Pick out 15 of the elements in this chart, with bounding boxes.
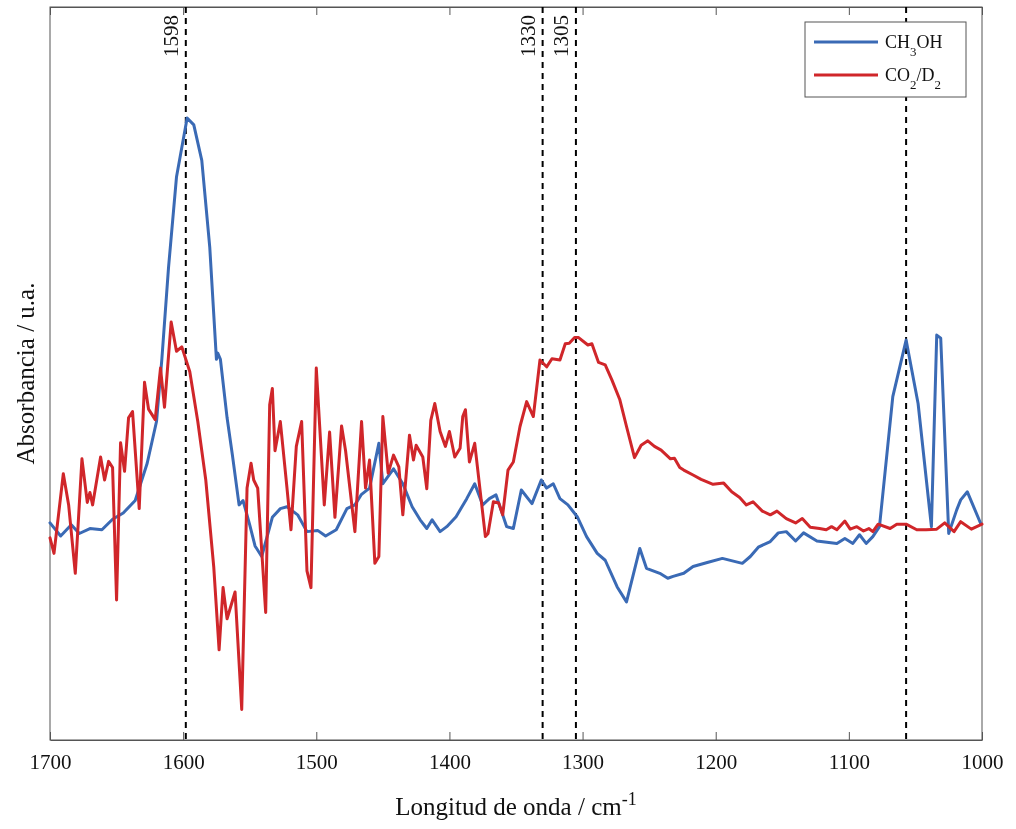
legend-label: CH$_{3}$OH (885, 32, 943, 59)
x-tick-label: 1700 (29, 749, 72, 774)
ref-line-label: 1330 (515, 15, 540, 57)
x-axis-title: Longitud de onda / cm$^{-1}$ (395, 789, 637, 820)
x-tick-label: 1500 (295, 749, 338, 774)
x-tick-label: 1000 (961, 749, 1004, 774)
ref-line-label: 1598 (158, 15, 183, 57)
x-tick-label: 1100 (828, 749, 870, 774)
x-tick-label: 1600 (162, 749, 205, 774)
x-tick-label: 1200 (695, 749, 738, 774)
x-tick-label: 1400 (428, 749, 471, 774)
y-axis-title: Absorbancia / u.a. (12, 282, 39, 465)
ref-line-label: 1305 (548, 15, 573, 57)
legend-label: CO$_{2}$/D$_{2}$ (885, 65, 941, 92)
x-tick-label: 1300 (562, 749, 605, 774)
